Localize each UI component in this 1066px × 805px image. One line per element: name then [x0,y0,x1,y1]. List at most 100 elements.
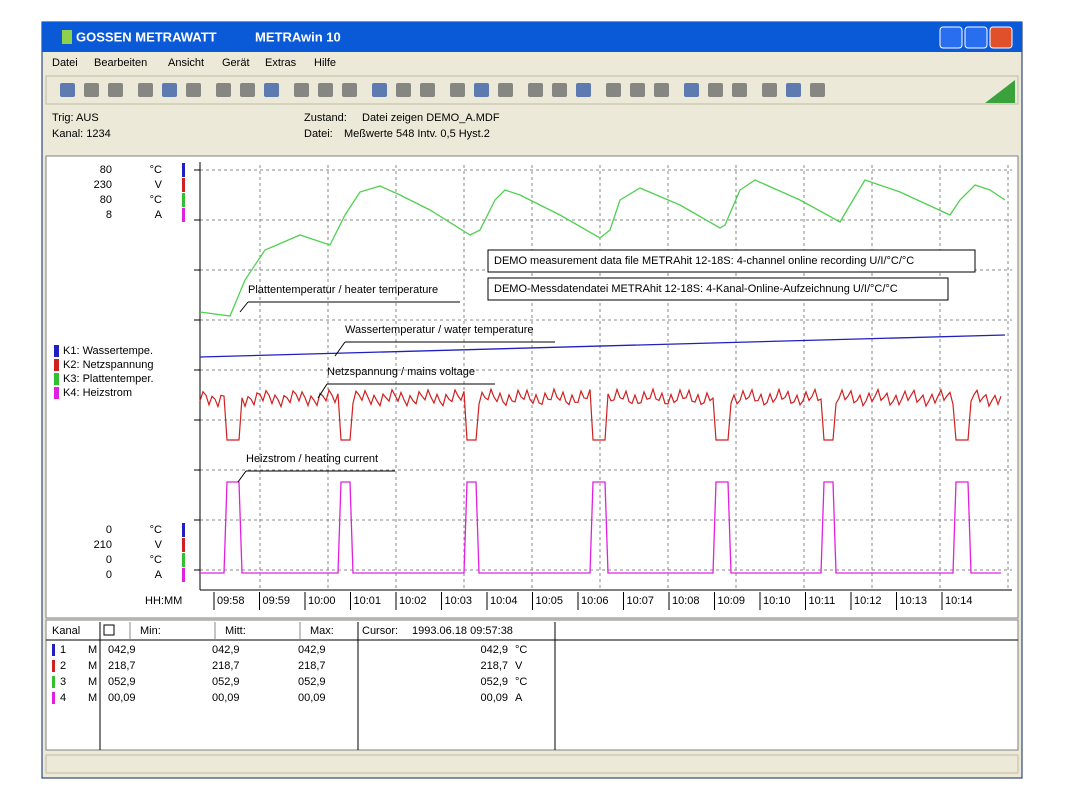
scale-marker [182,163,185,177]
tool-button[interactable] [240,83,255,97]
logo [62,30,72,44]
minimize-button[interactable] [939,26,963,49]
tool-button[interactable] [372,83,387,97]
curve-heater-temperature [199,179,1006,317]
tool-button[interactable] [576,83,591,97]
scale-unit: A [155,569,163,581]
table-cell: 00,09 [480,692,508,704]
scale-marker [182,553,185,567]
legend-entry: K2: Netzspannung [63,359,154,371]
tool-button[interactable] [318,83,333,97]
table-cell: 052,9 [108,676,136,688]
scale-marker [182,538,185,552]
zustand-label: Zustand: [304,112,347,124]
time-tick-label: 10:08 [672,595,700,607]
scale-value: 210 [94,539,112,551]
tool-button[interactable] [420,83,435,97]
tool-button[interactable] [60,83,75,97]
tool-button[interactable] [498,83,513,97]
tool-button[interactable] [342,83,357,97]
tool-button[interactable] [732,83,747,97]
info-box-text: DEMO measurement data file METRAhit 12-1… [494,255,914,267]
channel-color [52,660,55,672]
table-cell: M [88,644,97,656]
cursor-time: 1993.06.18 09:57:38 [412,625,513,637]
tool-button[interactable] [138,83,153,97]
tool-button[interactable] [264,83,279,97]
close-button[interactable] [989,26,1013,49]
table-cell: °C [515,676,527,688]
table-cell: 00,09 [212,692,240,704]
legend-entry: K1: Wassertempe. [63,345,153,357]
channel-color [52,692,55,704]
scale-unit: °C [150,554,162,566]
annotation: Wassertemperatur / water temperature [345,324,534,336]
menu-item[interactable]: Ansicht [168,57,204,69]
table-header: Kanal [52,625,80,637]
menu-item[interactable]: Gerät [222,57,250,69]
scale-unit: V [155,539,163,551]
scale-value: 8 [106,209,112,221]
time-tick-label: 10:01 [354,595,382,607]
menu-item[interactable]: Extras [265,57,297,69]
legend-swatch [54,345,59,357]
info-box-text: DEMO-Messdatendatei METRAhit 12-18S: 4-K… [494,283,898,295]
tool-button[interactable] [630,83,645,97]
time-tick-label: 10:07 [627,595,655,607]
table-cell: 2 [60,660,66,672]
tool-button[interactable] [654,83,669,97]
table-cell: 218,7 [212,660,240,672]
tool-button[interactable] [396,83,411,97]
table-cell: 3 [60,676,66,688]
annotation-leader [239,301,249,313]
channel-color [52,644,55,656]
table-cell: M [88,692,97,704]
tool-button[interactable] [528,83,543,97]
tool-button[interactable] [474,83,489,97]
datei-label: Datei: [304,128,333,140]
table-cell: 00,09 [298,692,326,704]
tool-button[interactable] [216,83,231,97]
tool-button[interactable] [786,83,801,97]
tool-button[interactable] [810,83,825,97]
tool-button[interactable] [450,83,465,97]
tool-button[interactable] [186,83,201,97]
time-tick-label: 10:04 [490,595,518,607]
annotation: Netzspannung / mains voltage [327,366,475,378]
window-title: METRAwin 10 [255,29,341,44]
menu-item[interactable]: Bearbeiten [94,57,147,69]
brand: GOSSEN METRAWATT [76,29,217,44]
tool-button[interactable] [108,83,123,97]
scale-value: 80 [100,194,112,206]
table-cell: 00,09 [108,692,136,704]
tool-button[interactable] [684,83,699,97]
legend-swatch [54,387,59,399]
tool-button[interactable] [294,83,309,97]
scale-marker [182,178,185,192]
table-cell: 218,7 [298,660,326,672]
status-bar [45,754,1019,774]
tool-button[interactable] [162,83,177,97]
tool-button[interactable] [606,83,621,97]
tool-button[interactable] [762,83,777,97]
time-tick-label: 10:12 [854,595,882,607]
table-cell: M [88,660,97,672]
table-cell: A [515,692,523,704]
menu-item[interactable]: Hilfe [314,57,336,69]
curve-mains-voltage [199,387,1002,441]
table-panel [45,619,1019,751]
maximize-button[interactable] [964,26,988,49]
checkbox[interactable] [103,624,115,636]
annotation-leader [334,341,346,357]
table-cell: 4 [60,692,66,704]
annotation: Heizstrom / heating current [246,453,378,465]
table-cell: 042,9 [298,644,326,656]
table-header: Min: [140,625,161,637]
menu-item[interactable]: Datei [52,57,78,69]
datei: Meßwerte 548 Intv. 0,5 Hyst.2 [344,128,490,140]
trig: Trig: AUS [52,112,99,124]
tool-button[interactable] [708,83,723,97]
tool-button[interactable] [84,83,99,97]
table-header: Max: [310,625,334,637]
tool-button[interactable] [552,83,567,97]
